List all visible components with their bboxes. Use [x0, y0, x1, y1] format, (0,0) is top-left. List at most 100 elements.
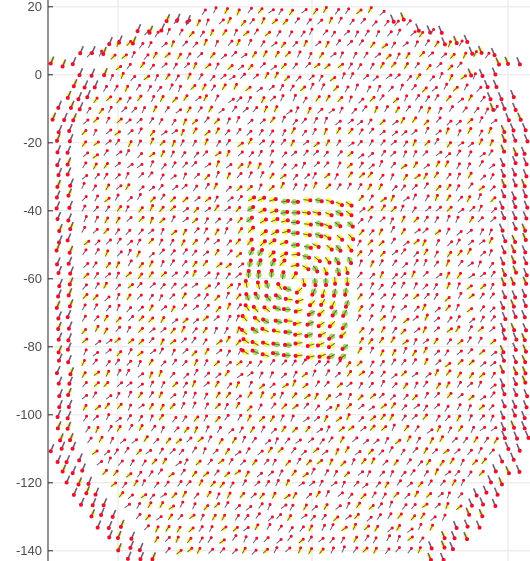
- vector-head: [93, 492, 98, 497]
- vector-head: [161, 228, 165, 232]
- vector-head: [349, 213, 354, 218]
- vector-head: [379, 513, 383, 517]
- vector-head: [117, 261, 121, 265]
- vector-head: [438, 116, 442, 120]
- vector-head: [362, 172, 366, 176]
- vector-head: [163, 271, 167, 275]
- vector-head: [469, 94, 473, 98]
- vector-head: [299, 546, 303, 550]
- vector-head: [437, 306, 441, 310]
- vector-head: [369, 118, 373, 122]
- vector-head: [174, 415, 178, 419]
- y-tick-label: -20: [23, 135, 42, 150]
- vector-head: [310, 547, 314, 551]
- vector-head: [390, 500, 394, 504]
- vector-head: [249, 38, 253, 42]
- vector-head: [406, 317, 410, 321]
- vector-head: [404, 150, 408, 154]
- vector-head: [525, 139, 530, 144]
- vector-head: [471, 394, 475, 398]
- vector-head: [166, 480, 170, 484]
- vector-head: [469, 414, 473, 418]
- vector-head: [251, 18, 255, 22]
- vector-head: [359, 360, 363, 364]
- vector-head: [481, 315, 485, 319]
- vector-head: [197, 172, 201, 176]
- vector-head: [493, 338, 497, 342]
- vector-head: [60, 64, 65, 69]
- vector-head: [228, 314, 232, 318]
- vector-head: [426, 39, 430, 43]
- vector-head: [96, 324, 100, 328]
- vector-head: [472, 317, 476, 321]
- vector-head: [208, 490, 212, 494]
- vector-head: [161, 413, 165, 417]
- vector-head: [82, 358, 86, 362]
- vector-head: [494, 118, 498, 122]
- vector-head: [459, 271, 463, 275]
- vector-head: [513, 295, 518, 300]
- vector-head: [382, 9, 386, 13]
- vector-head: [150, 260, 154, 264]
- vector-head: [204, 94, 208, 98]
- vector-head: [239, 327, 244, 332]
- vector-head: [57, 284, 62, 289]
- vector-head: [172, 403, 176, 407]
- vector-head: [455, 85, 459, 89]
- vector-head: [105, 327, 109, 331]
- vector-head: [440, 71, 444, 75]
- vector-head: [284, 503, 288, 507]
- vector-head: [259, 86, 263, 90]
- vector-head: [327, 236, 332, 241]
- vector-head: [438, 129, 442, 133]
- vector-head: [88, 106, 92, 110]
- vector-head: [295, 262, 300, 267]
- vector-head: [191, 526, 195, 530]
- vector-head: [502, 436, 507, 441]
- vector-head: [438, 425, 442, 429]
- vector-head: [513, 161, 518, 166]
- vector-head: [415, 259, 419, 263]
- vector-head: [476, 107, 480, 111]
- vector-head: [271, 172, 275, 176]
- vector-head: [239, 194, 243, 198]
- vector-head: [101, 107, 105, 111]
- vector-head: [480, 160, 484, 164]
- vector-head: [346, 85, 350, 89]
- vector-head: [448, 172, 452, 176]
- vector-head: [304, 513, 308, 517]
- vector-head: [67, 205, 72, 210]
- vector-head: [83, 314, 87, 318]
- vector-head: [314, 181, 318, 185]
- vector-head: [66, 338, 71, 343]
- vector-head: [391, 217, 395, 221]
- vector-head: [447, 227, 451, 231]
- vector-head: [358, 501, 362, 505]
- vector-head: [212, 52, 216, 56]
- vector-head: [347, 471, 351, 475]
- vector-head: [121, 491, 125, 495]
- vector-head: [480, 326, 484, 330]
- vector-head: [287, 50, 291, 54]
- vector-head: [450, 240, 454, 244]
- vector-head: [339, 212, 344, 217]
- vector-head: [172, 371, 176, 375]
- vector-head: [87, 239, 91, 243]
- vector-head: [480, 74, 485, 79]
- vector-head: [439, 61, 443, 65]
- vector-head: [432, 27, 436, 31]
- vector-head: [201, 30, 205, 34]
- vector-head: [367, 524, 371, 528]
- vector-head: [160, 238, 164, 242]
- vector-head: [228, 239, 232, 243]
- vector-head: [376, 438, 380, 442]
- vector-head: [350, 224, 355, 229]
- vector-head: [218, 426, 222, 430]
- vector-head: [317, 415, 321, 419]
- vector-head: [392, 423, 396, 427]
- vector-head: [193, 391, 197, 395]
- vector-head: [293, 379, 297, 383]
- vector-head: [331, 546, 335, 550]
- vector-head: [282, 115, 286, 119]
- vector-head: [405, 382, 409, 386]
